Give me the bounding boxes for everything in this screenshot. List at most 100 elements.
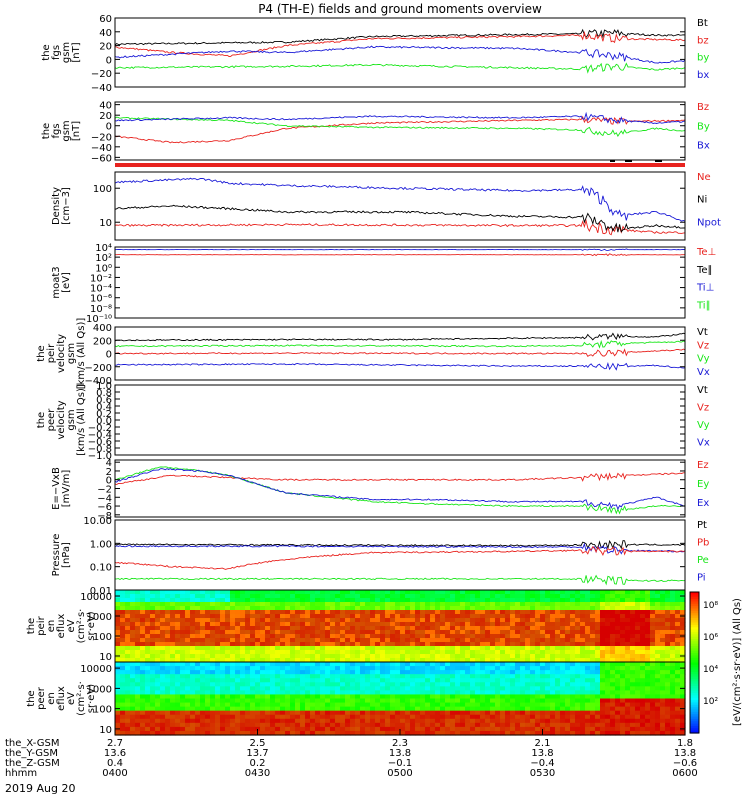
spectrogram-cell [620, 670, 626, 675]
spectrogram-cell [330, 642, 336, 647]
spectrogram-cell [385, 686, 391, 691]
spectrogram-cell [650, 622, 656, 627]
spectrogram-cell [305, 594, 311, 599]
spectrogram-cell [250, 714, 256, 720]
spectrogram-cell [410, 698, 416, 704]
spectrogram-cell [270, 606, 276, 611]
spectrogram-cell [360, 682, 366, 687]
spectrogram-cell [270, 674, 276, 679]
spectrogram-cell [505, 594, 511, 599]
spectrogram-cell [445, 634, 451, 639]
spectrogram-cell [655, 642, 661, 647]
spectrogram-cell [315, 722, 321, 728]
spectrogram-cell [440, 634, 446, 639]
spectrogram-cell [660, 718, 666, 724]
spectrogram-cell [465, 594, 471, 599]
colorbar-cell [690, 676, 699, 680]
spectrogram-cell [565, 718, 571, 724]
spectrogram-cell [350, 642, 356, 647]
spectrogram-cell [650, 646, 656, 651]
spectrogram-cell [220, 686, 226, 691]
colorbar-cell [690, 716, 699, 720]
spectrogram-cell [335, 618, 341, 623]
spectrogram-cell [325, 706, 331, 712]
spectrogram-cell [595, 634, 601, 639]
spectrogram-cell [220, 642, 226, 647]
spectrogram-cell [540, 626, 546, 631]
spectrogram-cell [285, 662, 291, 667]
spectrogram-cell [170, 710, 176, 716]
spectrogram-cell [195, 622, 201, 627]
spectrogram-cell [445, 714, 451, 720]
spectrogram-cell [300, 686, 306, 691]
spectrogram-cell [655, 634, 661, 639]
spectrogram-cell [365, 706, 371, 712]
spectrogram-cell [640, 690, 646, 696]
spectrogram-cell [525, 630, 531, 635]
spectrogram-cell [460, 590, 466, 595]
spectrogram-cell [345, 622, 351, 627]
spectrogram-cell [595, 686, 601, 691]
y-axis-label: [eV] [61, 272, 72, 293]
spectrogram-cell [500, 610, 506, 615]
spectrogram-cell [580, 602, 586, 607]
spectrogram-cell [235, 666, 241, 671]
spectrogram-cell [310, 730, 316, 736]
spectrogram-cell [330, 726, 336, 732]
spectrogram-cell [625, 678, 631, 683]
spectrogram-cell [430, 638, 436, 643]
y-tick-label: 10000 [80, 592, 112, 603]
spectrogram-cell [620, 674, 626, 679]
spectrogram-cell [545, 682, 551, 687]
spectrogram-cell [280, 630, 286, 635]
spectrogram-cell [460, 642, 466, 647]
spectrogram-cell [425, 662, 431, 667]
spectrogram-cell [670, 662, 676, 667]
spectrogram-cell [435, 630, 441, 635]
spectrogram-cell [185, 726, 191, 732]
spectrogram-cell [410, 694, 416, 700]
spectrogram-cell [500, 726, 506, 732]
spectrogram-cell [315, 662, 321, 667]
spectrogram-cell [440, 610, 446, 615]
spectrogram-cell [630, 638, 636, 643]
spectrogram-cell [485, 666, 491, 671]
spectrogram-cell [495, 694, 501, 700]
spectrogram-cell [590, 674, 596, 679]
spectrogram-cell [235, 730, 241, 736]
spectrogram-cell [610, 598, 616, 603]
spectrogram-cell [325, 718, 331, 724]
spectrogram-cell [675, 710, 681, 716]
spectrogram-cell [515, 614, 521, 619]
spectrogram-cell [250, 706, 256, 712]
spectrogram-cell [415, 686, 421, 691]
spectrogram-cell [180, 598, 186, 603]
spectrogram-cell [125, 622, 131, 627]
spectrogram-cell [225, 674, 231, 679]
y-tick-label: 10 [99, 652, 112, 663]
spectrogram-cell [480, 614, 486, 619]
spectrogram-cell [215, 702, 221, 708]
spectrogram-cell [485, 594, 491, 599]
spectrogram-cell [665, 718, 671, 724]
spectrogram-cell [660, 714, 666, 720]
spectrogram-cell [510, 602, 516, 607]
spectrogram-cell [640, 626, 646, 631]
spectrogram-cell [375, 730, 381, 736]
spectrogram-cell [355, 666, 361, 671]
spectrogram-cell [385, 642, 391, 647]
spectrogram-cell [225, 626, 231, 631]
spectrogram-cell [220, 618, 226, 623]
spectrogram-cell [490, 722, 496, 728]
spectrogram-cell [245, 618, 251, 623]
spectrogram-cell [665, 634, 671, 639]
spectrogram-cell [115, 642, 121, 647]
spectrogram-cell [600, 646, 606, 651]
spectrogram-cell [595, 590, 601, 595]
spectrogram-cell [450, 634, 456, 639]
spectrogram-cell [600, 642, 606, 647]
spectrogram-cell [275, 690, 281, 696]
spectrogram-cell [405, 698, 411, 704]
spectrogram-cell [625, 630, 631, 635]
spectrogram-cell [495, 718, 501, 724]
